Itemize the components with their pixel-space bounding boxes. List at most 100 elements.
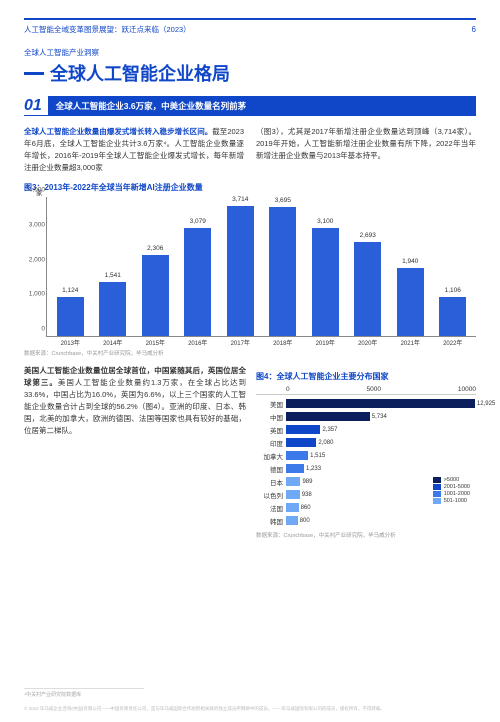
lower-section: 美国人工智能企业数量位居全球首位，中国紧随其后，英国位居全球第三。美国人工智能企… (24, 365, 476, 539)
page-number: 6 (472, 25, 476, 34)
chart4-rows: 美国12,925中国5,734英国2,357印度2,080加拿大1,515德国1… (256, 397, 476, 527)
hbar-fill (286, 490, 300, 499)
hbar-value: 12,925 (477, 401, 495, 407)
hbar-row: 印度2,080 (256, 436, 476, 449)
hbar-value: 5,734 (372, 414, 387, 420)
y-tick: 2,000 (29, 256, 45, 263)
hbar-fill (286, 451, 308, 460)
bar-value: 2,306 (147, 245, 163, 252)
hbar-fill (286, 399, 475, 408)
body-col-left: 全球人工智能企业数量由爆发式增长转入稳步增长区间。截至2023年6月底，全球人工… (24, 126, 244, 174)
main-title: 全球人工智能企业格局 (50, 60, 230, 86)
section-text: 全球人工智能企业3.6万家，中美企业数量名列前茅 (48, 96, 476, 116)
chart3-title: 图3：2013年-2022年全球当年新增AI注册企业数量 (24, 182, 476, 193)
hbar-track: 5,734 (286, 412, 476, 421)
legend-text: 1001-2000 (444, 491, 470, 497)
bar-value: 3,695 (275, 197, 291, 204)
legend-text: 501-1000 (444, 498, 467, 504)
bar-group: 2,6932020年 (349, 242, 388, 336)
hbar-track: 800 (286, 516, 476, 525)
hbar-label: 德国 (256, 464, 286, 474)
hbar-label: 法国 (256, 503, 286, 513)
hbar-fill (286, 516, 298, 525)
bar: 3,100 (312, 228, 339, 337)
legend-item: 501-1000 (433, 498, 470, 504)
bar-xlabel: 2013年 (61, 338, 80, 347)
hbar-row: 美国12,925 (256, 397, 476, 410)
bar-group: 3,0792016年 (179, 228, 218, 336)
hbar-value: 860 (301, 505, 311, 511)
chart3-source: 数据来源：Crunchbase，中关村产业研究院，毕马威分析 (24, 349, 476, 357)
bar-xlabel: 2014年 (103, 338, 122, 347)
title-dash-icon (24, 72, 44, 75)
bar: 1,124 (57, 297, 84, 336)
chart4-x-axis: 0500010000 (256, 386, 476, 395)
chart4-title: 图4：全球人工智能企业主要分布国家 (256, 371, 476, 382)
hbar-fill (286, 425, 320, 434)
hbar-fill (286, 412, 370, 421)
bar: 3,714 (227, 206, 254, 336)
hbar-label: 韩国 (256, 516, 286, 526)
bar-value: 3,079 (190, 218, 206, 225)
bar-group: 1,1242013年 (51, 297, 90, 336)
bar-xlabel: 2022年 (443, 338, 462, 347)
report-page: 人工智能全域变革图景展望：跃迁点来临（2023） 6 全球人工智能产业洞察 全球… (0, 0, 500, 722)
lead-text: 全球人工智能企业数量由爆发式增长转入稳步增长区间。 (24, 127, 212, 136)
hbar-track: 2,080 (286, 438, 476, 447)
legend-item: >5000 (433, 477, 470, 483)
subtitle: 全球人工智能产业洞察 (24, 47, 476, 58)
hbar-label: 英国 (256, 425, 286, 435)
chart3-bars: 01,0002,0003,0004,000 1,1242013年1,541201… (46, 197, 476, 337)
hbar-row: 加拿大 1,515 (256, 449, 476, 462)
page-header: 人工智能全域变革图景展望：跃迁点来临（2023） 6 (24, 18, 476, 35)
hbar-fill (286, 503, 299, 512)
bar-xlabel: 2016年 (188, 338, 207, 347)
hbar-value: 1,515 (310, 453, 325, 459)
bar: 2,693 (354, 242, 381, 336)
hbar-value: 1,233 (306, 466, 321, 472)
hbar-row: 韩国 800 (256, 514, 476, 527)
bar: 3,695 (269, 207, 296, 336)
body-col-right: （图3），尤其是2017年新增注册企业数量达到顶峰（3,714家）。2019年开… (256, 126, 476, 174)
y-tick: 3,000 (29, 221, 45, 228)
footnote: ⁴中关村产业研究院数据库 (24, 688, 144, 698)
hbar-value: 938 (302, 492, 312, 498)
hbar-value: 2,357 (322, 427, 337, 433)
y-tick: 4,000 (29, 187, 45, 194)
hbar-label: 中国 (256, 412, 286, 422)
chart4-source: 数据来源：Crunchbase，中关村产业研究院，毕马威分析 (256, 531, 476, 539)
bar-value: 2,693 (360, 232, 376, 239)
chart4-hbars: 0500010000 美国12,925中国5,734英国2,357印度2,080… (256, 386, 476, 527)
legend-text: 2001-5000 (444, 484, 470, 490)
hbar-fill (286, 464, 304, 473)
bar-group: 1,1062022年 (434, 297, 473, 336)
legend-item: 1001-2000 (433, 491, 470, 497)
copyright: © 2023 毕马威企业咨询(中国)有限公司——中国有限责任公司，是与毕马威国际… (24, 706, 476, 712)
hbar-track: 12,925 (286, 399, 476, 408)
hbar-label: 美国 (256, 399, 286, 409)
x-tick: 5000 (367, 386, 381, 393)
bar-xlabel: 2018年 (273, 338, 292, 347)
legend-swatch (433, 477, 441, 483)
chart4-legend: >50002001-50001001-2000501-1000 (431, 474, 472, 507)
legend-swatch (433, 491, 441, 497)
hbar-row: 中国 5,734 (256, 410, 476, 423)
bar-xlabel: 2021年 (401, 338, 420, 347)
bar: 1,940 (397, 268, 424, 336)
hbar-value: 2,080 (318, 440, 333, 446)
bar-group: 2,3062015年 (136, 255, 175, 336)
hbar-label: 加拿大 (256, 451, 286, 461)
title-row: 全球人工智能企业格局 (24, 60, 476, 86)
hbar-track: 1,515 (286, 451, 476, 460)
legend-swatch (433, 498, 441, 504)
hbar-row: 英国 2,357 (256, 423, 476, 436)
header-title: 人工智能全域变革图景展望：跃迁点来临（2023） (24, 24, 191, 35)
hbar-value: 800 (300, 518, 310, 524)
bar-group: 3,1002019年 (306, 228, 345, 337)
bar-xlabel: 2017年 (231, 338, 250, 347)
bar-group: 3,6952018年 (264, 207, 303, 336)
bar-group: 3,7142017年 (221, 206, 260, 336)
y-tick: 0 (41, 326, 45, 333)
bar: 1,541 (99, 282, 126, 336)
legend-text: >5000 (444, 477, 459, 483)
